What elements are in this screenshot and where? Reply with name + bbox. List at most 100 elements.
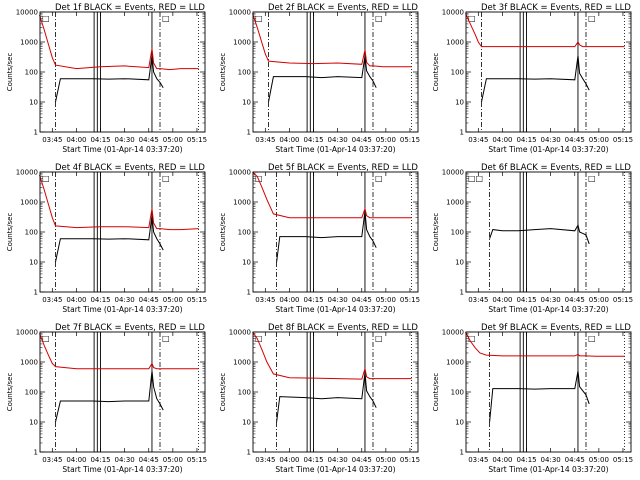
box-label-left: □ [42,334,50,343]
plot-frame [465,11,632,133]
plot-frame [252,331,419,453]
x-tick-label: 04:30 [115,136,135,144]
x-tick-label: 04:15 [516,136,536,144]
y-tick-label: 100 [451,229,464,237]
x-tick-label: 04:15 [303,296,323,304]
y-tick-label: 1 [34,289,38,297]
y-tick-label: 100 [238,229,251,237]
x-tick-label: 03:45 [255,456,275,464]
box-label-right: □ [588,334,596,343]
y-tick-label: 10000 [16,9,38,17]
x-tick-label: 03:45 [42,136,62,144]
y-axis-label: Counts/sec [219,53,227,92]
y-tick-label: 1 [34,449,38,457]
box-label-right: □ [375,14,383,23]
x-tick-label: 04:15 [516,456,536,464]
x-tick-label: 05:00 [589,456,609,464]
box-label-left: □□ [468,174,483,183]
y-tick-label: 1 [460,289,464,297]
x-tick-label: 04:45 [139,296,159,304]
plot-frame [39,171,206,293]
panel-7: Det 7f BLACK = Events, RED = LLD□ □Counts… [6,323,207,474]
x-tick-label: 04:30 [541,296,561,304]
x-tick-label: 04:30 [115,456,135,464]
panel-1: Det 1f BLACK = Events, RED = LLD□ □Counts… [6,3,207,154]
x-tick-label: 05:00 [589,136,609,144]
series-line-lld [252,331,412,380]
plot-frame [465,331,632,453]
x-tick-label: 04:00 [66,136,86,144]
x-tick-label: 05:15 [187,136,207,144]
series-line-lld [39,333,199,370]
x-tick-label: 04:15 [90,456,110,464]
y-tick-label: 100 [25,389,38,397]
x-tick-label: 04:00 [279,296,299,304]
series-line-lld [252,171,412,219]
y-tick-label: 10000 [16,329,38,337]
panel-title: Det 8f BLACK = Events, RED = LLD [268,323,418,333]
x-tick-label: 04:00 [66,296,86,304]
box-label-right: □ [375,334,383,343]
y-tick-label: 10 [455,259,464,267]
panel-5: Det 5f BLACK = Events, RED = LLD□ □Counts… [219,163,420,314]
x-tick-label: 04:00 [66,456,86,464]
x-tick-label: 04:00 [492,456,512,464]
x-tick-label: 04:30 [328,136,348,144]
x-tick-label: 04:00 [279,456,299,464]
y-tick-label: 1 [247,289,251,297]
y-tick-label: 10 [242,259,251,267]
x-tick-label: 05:00 [376,296,396,304]
box-label-left: □ [42,174,50,183]
x-axis-label: Start Time (01-Apr-14 03:37:20) [275,305,395,314]
panel-title: Det 7f BLACK = Events, RED = LLD [55,323,205,333]
x-tick-label: 05:15 [613,136,633,144]
panel-title: Det 6f BLACK = Events, RED = LLD [481,163,631,173]
x-axis-label: Start Time (01-Apr-14 03:37:20) [488,465,608,474]
x-tick-label: 05:00 [376,456,396,464]
x-tick-label: 05:00 [163,136,183,144]
x-tick-label: 04:45 [139,136,159,144]
x-tick-label: 03:45 [468,456,488,464]
y-axis-label: Counts/sec [6,53,14,92]
series-line-lld [252,13,412,68]
box-label-right: □ [375,174,383,183]
x-tick-label: 05:15 [613,456,633,464]
x-tick-label: 04:15 [303,456,323,464]
x-tick-label: 03:45 [42,296,62,304]
y-tick-label: 1000 [233,199,251,207]
panel-6: Det 6f BLACK = Events, RED = LLD□□ □Count… [432,163,633,314]
series-line-events [55,370,164,423]
series-line-events [268,55,377,103]
y-tick-label: 10 [455,99,464,107]
x-tick-label: 04:30 [328,456,348,464]
box-label-right: □ [162,334,170,343]
y-tick-label: 10 [29,99,38,107]
x-tick-label: 04:15 [90,136,110,144]
plot-frame [465,171,632,293]
series-line-lld [465,13,625,48]
panel-title: Det 4f BLACK = Events, RED = LLD [55,163,205,173]
x-tick-label: 05:15 [400,136,420,144]
x-axis-label: Start Time (01-Apr-14 03:37:20) [488,145,608,154]
y-tick-label: 10000 [16,169,38,177]
x-tick-label: 04:45 [565,136,585,144]
series-line-events [276,210,377,263]
x-tick-label: 04:15 [516,296,536,304]
x-tick-label: 04:45 [565,296,585,304]
y-tick-label: 1 [247,449,251,457]
box-label-right: □ [162,14,170,23]
x-tick-label: 03:45 [255,136,275,144]
y-tick-label: 10000 [229,169,251,177]
y-axis-label: Counts/sec [432,213,440,252]
box-label-right: □ [588,174,596,183]
x-tick-label: 05:15 [400,296,420,304]
series-line-lld [39,174,199,231]
x-tick-label: 04:45 [352,136,372,144]
y-tick-label: 10000 [442,9,464,17]
y-axis-label: Counts/sec [432,373,440,412]
plot-frame [39,331,206,453]
x-tick-label: 03:45 [468,296,488,304]
x-tick-label: 05:15 [187,456,207,464]
panel-9: Det 9f BLACK = Events, RED = LLD□ □Counts… [432,323,633,474]
